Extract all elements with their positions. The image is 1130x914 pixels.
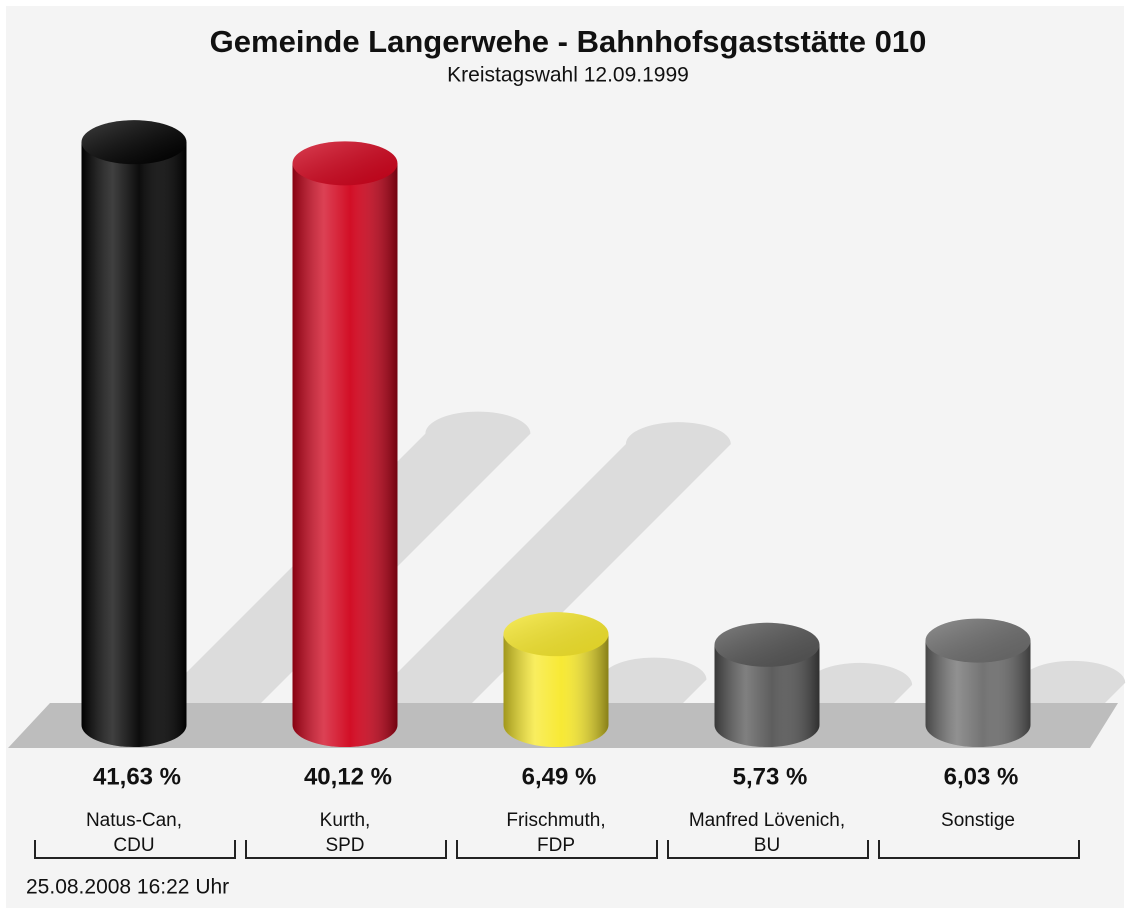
bar: [714, 622, 820, 748]
footer: 25.08.2008 16:22 Uhr: [26, 876, 229, 899]
background: [6, 6, 1124, 908]
x-tick-label: Frischmuth, FDP: [506, 810, 606, 856]
bar-top-shading: [714, 622, 820, 667]
value-label: 40,12 %: [304, 763, 392, 790]
bar-shading: [292, 163, 398, 748]
bar-shading: [925, 640, 1031, 748]
bar: [503, 612, 609, 748]
category-bracket: [456, 840, 658, 859]
bar-shading: [503, 634, 609, 748]
bar: [81, 120, 187, 748]
category-bracket: [878, 840, 1080, 859]
bars: [81, 120, 1031, 748]
bar-shading: [714, 644, 820, 748]
chart-subtitle: Kreistagswahl 12.09.1999: [447, 64, 689, 87]
bar-top-shading: [925, 618, 1031, 663]
bar-top-shading: [292, 141, 398, 186]
category-bracket: [667, 840, 869, 859]
bar: [292, 141, 398, 748]
value-label: 5,73 %: [733, 763, 808, 790]
bar-top-shading: [81, 120, 187, 165]
x-tick-label: Sonstige: [941, 810, 1015, 831]
value-label: 41,63 %: [93, 763, 181, 790]
x-tick-label: Kurth, SPD: [319, 810, 371, 856]
x-tick-label: Manfred Lövenich, BU: [688, 810, 846, 856]
x-tick-label: Natus-Can, CDU: [85, 810, 183, 856]
bar: [925, 618, 1031, 748]
bar-shadow: [345, 422, 731, 725]
category-bracket: [34, 840, 236, 859]
bar-shading: [81, 142, 187, 748]
category-bracket: [245, 840, 447, 859]
value-label: 6,49 %: [522, 763, 597, 790]
bar-top-shading: [503, 612, 609, 657]
chart-title: Gemeinde Langerwehe - Bahnhofsgaststätte…: [210, 24, 927, 59]
value-label: 6,03 %: [944, 763, 1019, 790]
